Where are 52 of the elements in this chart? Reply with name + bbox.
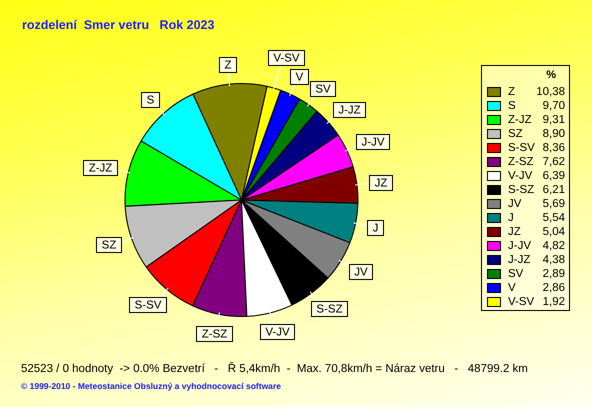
data-label: 9,31 xyxy=(542,113,565,127)
data-label: 1,92 xyxy=(542,295,565,309)
legend-label: Z xyxy=(508,85,516,99)
chart-title: rozdelení Smer vetru Rok 2023 xyxy=(22,17,214,33)
data-label: 6,39 xyxy=(542,169,565,183)
data-label: 7,62 xyxy=(542,155,565,169)
legend-label: J xyxy=(508,211,514,225)
text: © 1999-2010 - Meteostanice Obsluzný a vyhodnocovací software xyxy=(21,381,281,392)
data-label: 8,36 xyxy=(542,141,565,155)
legend-label: V xyxy=(508,281,516,295)
data-label: 2,86 xyxy=(542,281,565,295)
slice-label: JZ xyxy=(374,178,388,190)
slice-label: SZ xyxy=(102,240,116,252)
legend-label: JV xyxy=(508,197,522,211)
legend-label: J-JZ xyxy=(508,253,530,267)
data-label: 2,89 xyxy=(542,267,565,281)
slice-label: V xyxy=(296,72,304,84)
data-label: 10,38 xyxy=(536,85,565,99)
legend-label: S-SZ xyxy=(508,183,534,197)
legend-label: S-SV xyxy=(508,141,535,155)
slice-label: S-SZ xyxy=(316,304,343,316)
slice-label: J xyxy=(372,222,378,235)
data-label: 4,82 xyxy=(542,239,565,253)
slice-label: S-SV xyxy=(134,300,162,312)
data-label: 4,38 xyxy=(542,253,565,267)
slice-label: J-JV xyxy=(362,136,385,149)
slice-label: V-SV xyxy=(273,52,300,65)
data-label: 5,69 xyxy=(542,197,565,211)
slice-label: Z-JZ xyxy=(88,162,112,175)
legend-label: SV xyxy=(508,267,524,281)
data-label: 5,54 xyxy=(542,211,565,225)
legend-title: % xyxy=(546,69,556,82)
slice-label: SV xyxy=(315,84,331,96)
slice-label: JV xyxy=(354,266,368,279)
legend-label: V-SV xyxy=(508,295,534,309)
data-label: 8,90 xyxy=(542,127,565,141)
legend-label: JZ xyxy=(508,225,521,239)
data-label: 6,21 xyxy=(542,183,565,197)
slice-label: S xyxy=(146,94,155,107)
slice-label: J-JZ xyxy=(338,104,361,117)
legend-label: V-JV xyxy=(508,169,532,183)
data-label: 9,70 xyxy=(542,99,565,113)
legend-label: S xyxy=(508,99,516,113)
data-label: 5,04 xyxy=(542,225,565,239)
slice-label: Z-SZ xyxy=(202,328,228,341)
text: 52523 / 0 hodnoty -> 0.0% Bezvetrí - Ř 5,4km/h - Max. 70,8km/h = Náraz vetru - 48799.2 km xyxy=(21,362,528,377)
slice-label: V-JV xyxy=(265,326,290,339)
legend-label: Z-SZ xyxy=(508,155,534,169)
legend-label: Z-JZ xyxy=(508,113,532,127)
legend-label: SZ xyxy=(508,127,523,141)
legend-label: J-JV xyxy=(508,239,531,253)
slice-label: Z xyxy=(224,60,232,72)
